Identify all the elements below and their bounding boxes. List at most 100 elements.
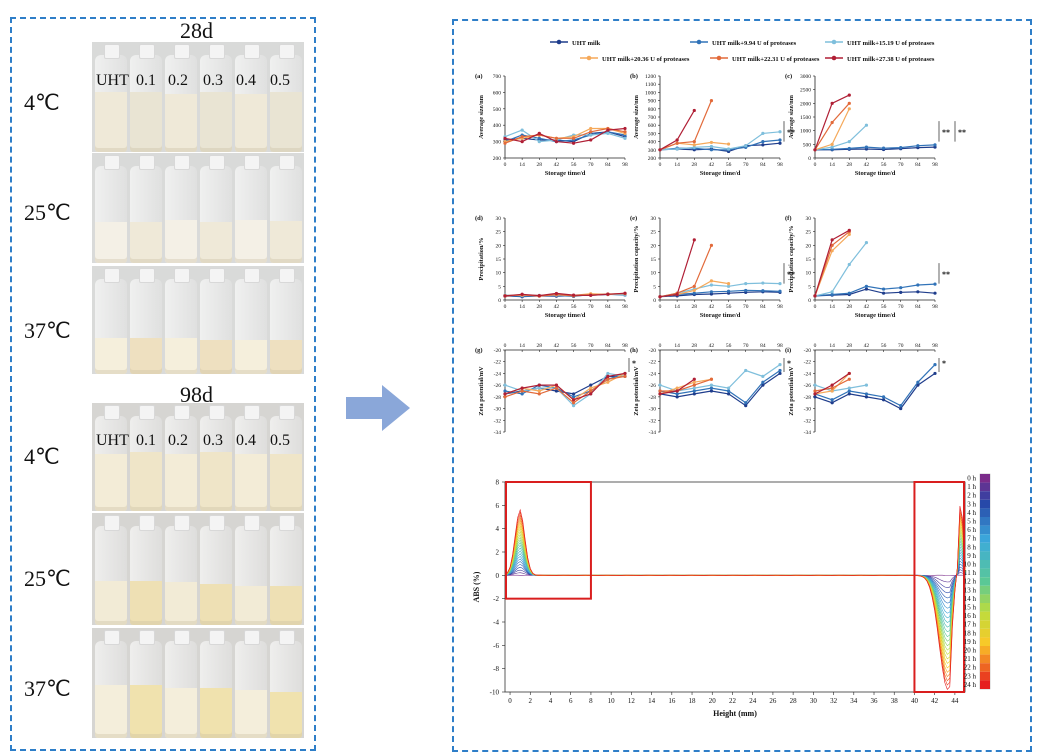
bottle <box>165 405 197 511</box>
x-tick-label: 28 <box>537 304 543 310</box>
data-point <box>881 146 886 150</box>
data-point <box>571 136 576 140</box>
data-point <box>589 138 593 142</box>
data-point <box>554 136 559 140</box>
data-point <box>830 249 834 253</box>
data-point <box>847 93 851 97</box>
color-ramp-swatch <box>980 508 990 517</box>
data-point <box>761 289 765 293</box>
series-line <box>659 372 781 407</box>
subplot: (h) -20 -22 -24 -26 -28 -30 -32 -34 0 14 28 42 56 70 84… <box>630 343 791 436</box>
milk-fill <box>130 337 162 374</box>
data-point <box>589 130 593 134</box>
legend-swatch-marker <box>831 55 837 61</box>
bottle <box>165 630 197 738</box>
x-tick-label: 0 <box>504 343 507 349</box>
data-point <box>726 282 731 286</box>
x-tick-label: 98 <box>622 162 628 168</box>
y-tick-label: 25 <box>806 230 812 236</box>
series-line <box>814 144 936 151</box>
bottle-cap <box>244 405 260 421</box>
x-tick-label: 42 <box>709 162 715 168</box>
data-point <box>571 398 576 402</box>
data-point <box>537 294 541 298</box>
bottle-cap <box>279 155 295 171</box>
bottle <box>200 405 232 511</box>
y-tick-label: 30 <box>496 216 502 222</box>
y-tick-label: -24 <box>804 371 812 377</box>
data-point <box>847 377 851 381</box>
data-point <box>847 291 851 295</box>
hour-label: 20 h <box>964 647 977 655</box>
x-tick-label: 28 <box>692 304 698 310</box>
bottle <box>95 268 127 374</box>
milk-fill <box>95 684 127 738</box>
data-point <box>692 392 696 396</box>
data-point <box>692 383 696 387</box>
x-tick-label: 2 <box>529 697 533 705</box>
y-tick-label: 1200 <box>645 74 656 80</box>
series-line <box>504 372 626 401</box>
significance-mark: * <box>942 359 946 368</box>
highlight-box-right <box>913 481 966 693</box>
y-tick-label: 0 <box>496 572 500 580</box>
data-point <box>589 392 593 396</box>
hour-label: 21 h <box>964 655 977 663</box>
x-tick-label: 56 <box>571 343 577 349</box>
milk-fill <box>270 691 302 738</box>
x-tick-label: 26 <box>769 697 777 705</box>
data-point <box>847 140 851 144</box>
y-tick-label: 2000 <box>800 101 811 107</box>
series-line <box>504 292 626 297</box>
milk-fill <box>270 221 302 263</box>
x-tick-label: 84 <box>915 343 921 349</box>
series-line <box>814 372 936 410</box>
data-point <box>520 392 524 396</box>
legend-label: UHT milk+27.38 U of proteases <box>847 56 935 63</box>
x-tick-label: 14 <box>519 343 525 349</box>
data-point <box>847 228 851 232</box>
bottle <box>235 630 267 738</box>
y-tick-label: -26 <box>804 383 812 389</box>
panel-label: (c) <box>785 73 792 80</box>
x-tick-label: 12 <box>628 697 636 705</box>
data-point <box>778 371 782 376</box>
color-ramp-swatch <box>980 663 990 672</box>
data-point <box>933 291 937 295</box>
data-point <box>709 243 714 247</box>
data-point <box>623 126 627 131</box>
profile-curve <box>504 505 966 690</box>
data-point <box>916 290 920 294</box>
data-point <box>503 392 507 396</box>
bottle-cap <box>139 515 155 531</box>
color-ramp-swatch <box>980 620 990 629</box>
x-tick-label: 4 <box>549 697 553 705</box>
data-point <box>726 284 731 288</box>
x-tick-label: 84 <box>760 162 766 168</box>
x-tick-label: 14 <box>674 343 680 349</box>
y-tick-label: -6 <box>493 642 499 650</box>
color-ramp-swatch <box>980 560 990 569</box>
y-tick-label: 700 <box>493 74 502 80</box>
data-point <box>864 241 869 245</box>
milk-fill <box>235 585 267 625</box>
data-point <box>571 401 576 405</box>
profile-curve <box>504 529 966 655</box>
x-axis-label: Storage time/d <box>700 170 741 177</box>
y-tick-label: 400 <box>493 123 502 129</box>
x-tick-label: 42 <box>554 304 560 310</box>
bottle-cap <box>104 630 120 646</box>
hour-label: 16 h <box>964 612 977 620</box>
profile-curve <box>504 548 966 623</box>
data-point <box>554 140 559 144</box>
hour-label: 0 h <box>967 475 976 483</box>
color-ramp-swatch <box>980 611 990 621</box>
bottle-cap <box>244 44 260 60</box>
y-tick-label: 25 <box>651 230 657 236</box>
temp-label-98d: 4℃ <box>24 444 60 469</box>
data-point <box>744 401 748 405</box>
bottle-cap <box>279 44 295 60</box>
milk-fill <box>165 220 197 263</box>
y-tick-label: 20 <box>651 243 657 249</box>
legend-swatch-marker <box>556 39 562 45</box>
